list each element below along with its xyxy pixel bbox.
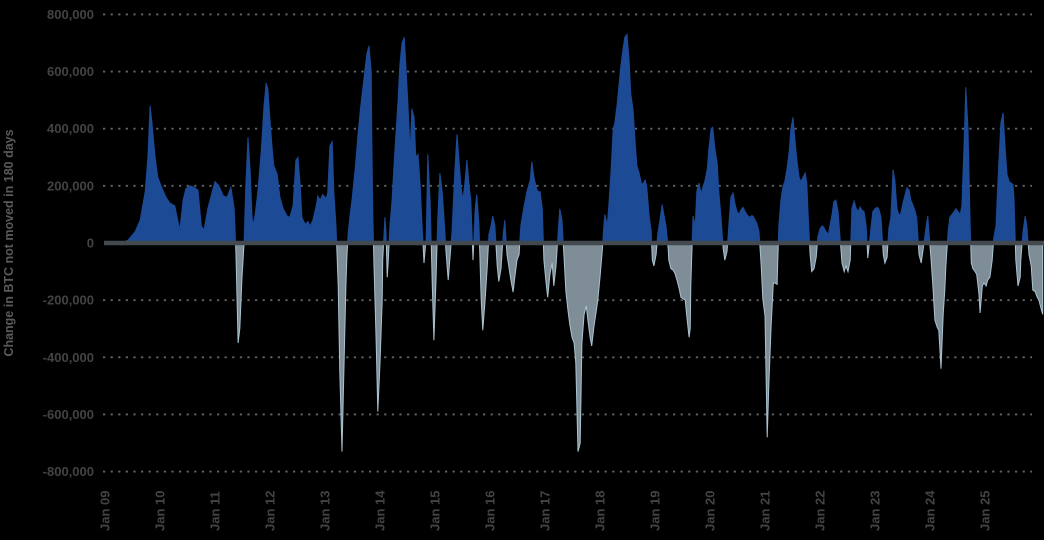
x-tick-label: Jan 21	[758, 491, 773, 531]
y-tick-label: 200,000	[47, 178, 94, 193]
x-tick-label: Jan 13	[318, 491, 333, 531]
plot-area	[104, 33, 1044, 452]
y-axis-tick-labels: 800,000 600,000 400,000 200,000 0 -200,000 -40…	[43, 7, 94, 479]
x-tick-label: Jan 24	[923, 490, 938, 531]
negative-change-area	[105, 243, 1044, 452]
x-tick-label: Jan 19	[648, 491, 663, 531]
y-tick-label: 400,000	[47, 121, 94, 136]
y-tick-label: 800,000	[47, 7, 94, 22]
x-tick-label: Jan 11	[208, 491, 223, 531]
x-tick-label: Jan 18	[593, 491, 608, 531]
x-tick-label: Jan 22	[813, 491, 828, 531]
x-tick-label: Jan 14	[373, 490, 388, 531]
y-tick-label: -200,000	[43, 293, 94, 308]
y-tick-label: 0	[87, 236, 94, 251]
x-axis-tick-labels: Jan 09 Jan 10 Jan 11 Jan 12 Jan 13 Jan 14 Jan …	[98, 490, 993, 531]
positive-change-area	[104, 33, 1044, 243]
x-tick-label: Jan 23	[868, 491, 883, 531]
x-tick-label: Jan 17	[538, 491, 553, 531]
x-tick-label: Jan 15	[428, 491, 443, 531]
x-tick-label: Jan 16	[483, 491, 498, 531]
y-tick-label: -600,000	[43, 407, 94, 422]
y-tick-label: -400,000	[43, 350, 94, 365]
x-tick-label: Jan 20	[703, 491, 718, 531]
y-axis-title: Change in BTC not moved in 180 days	[2, 129, 16, 356]
x-tick-label: Jan 12	[263, 491, 278, 531]
x-tick-label: Jan 10	[153, 491, 168, 531]
x-tick-label: Jan 09	[98, 491, 113, 531]
y-tick-label: 600,000	[47, 64, 94, 79]
x-tick-label: Jan 25	[978, 491, 993, 531]
y-tick-label: -800,000	[43, 464, 94, 479]
